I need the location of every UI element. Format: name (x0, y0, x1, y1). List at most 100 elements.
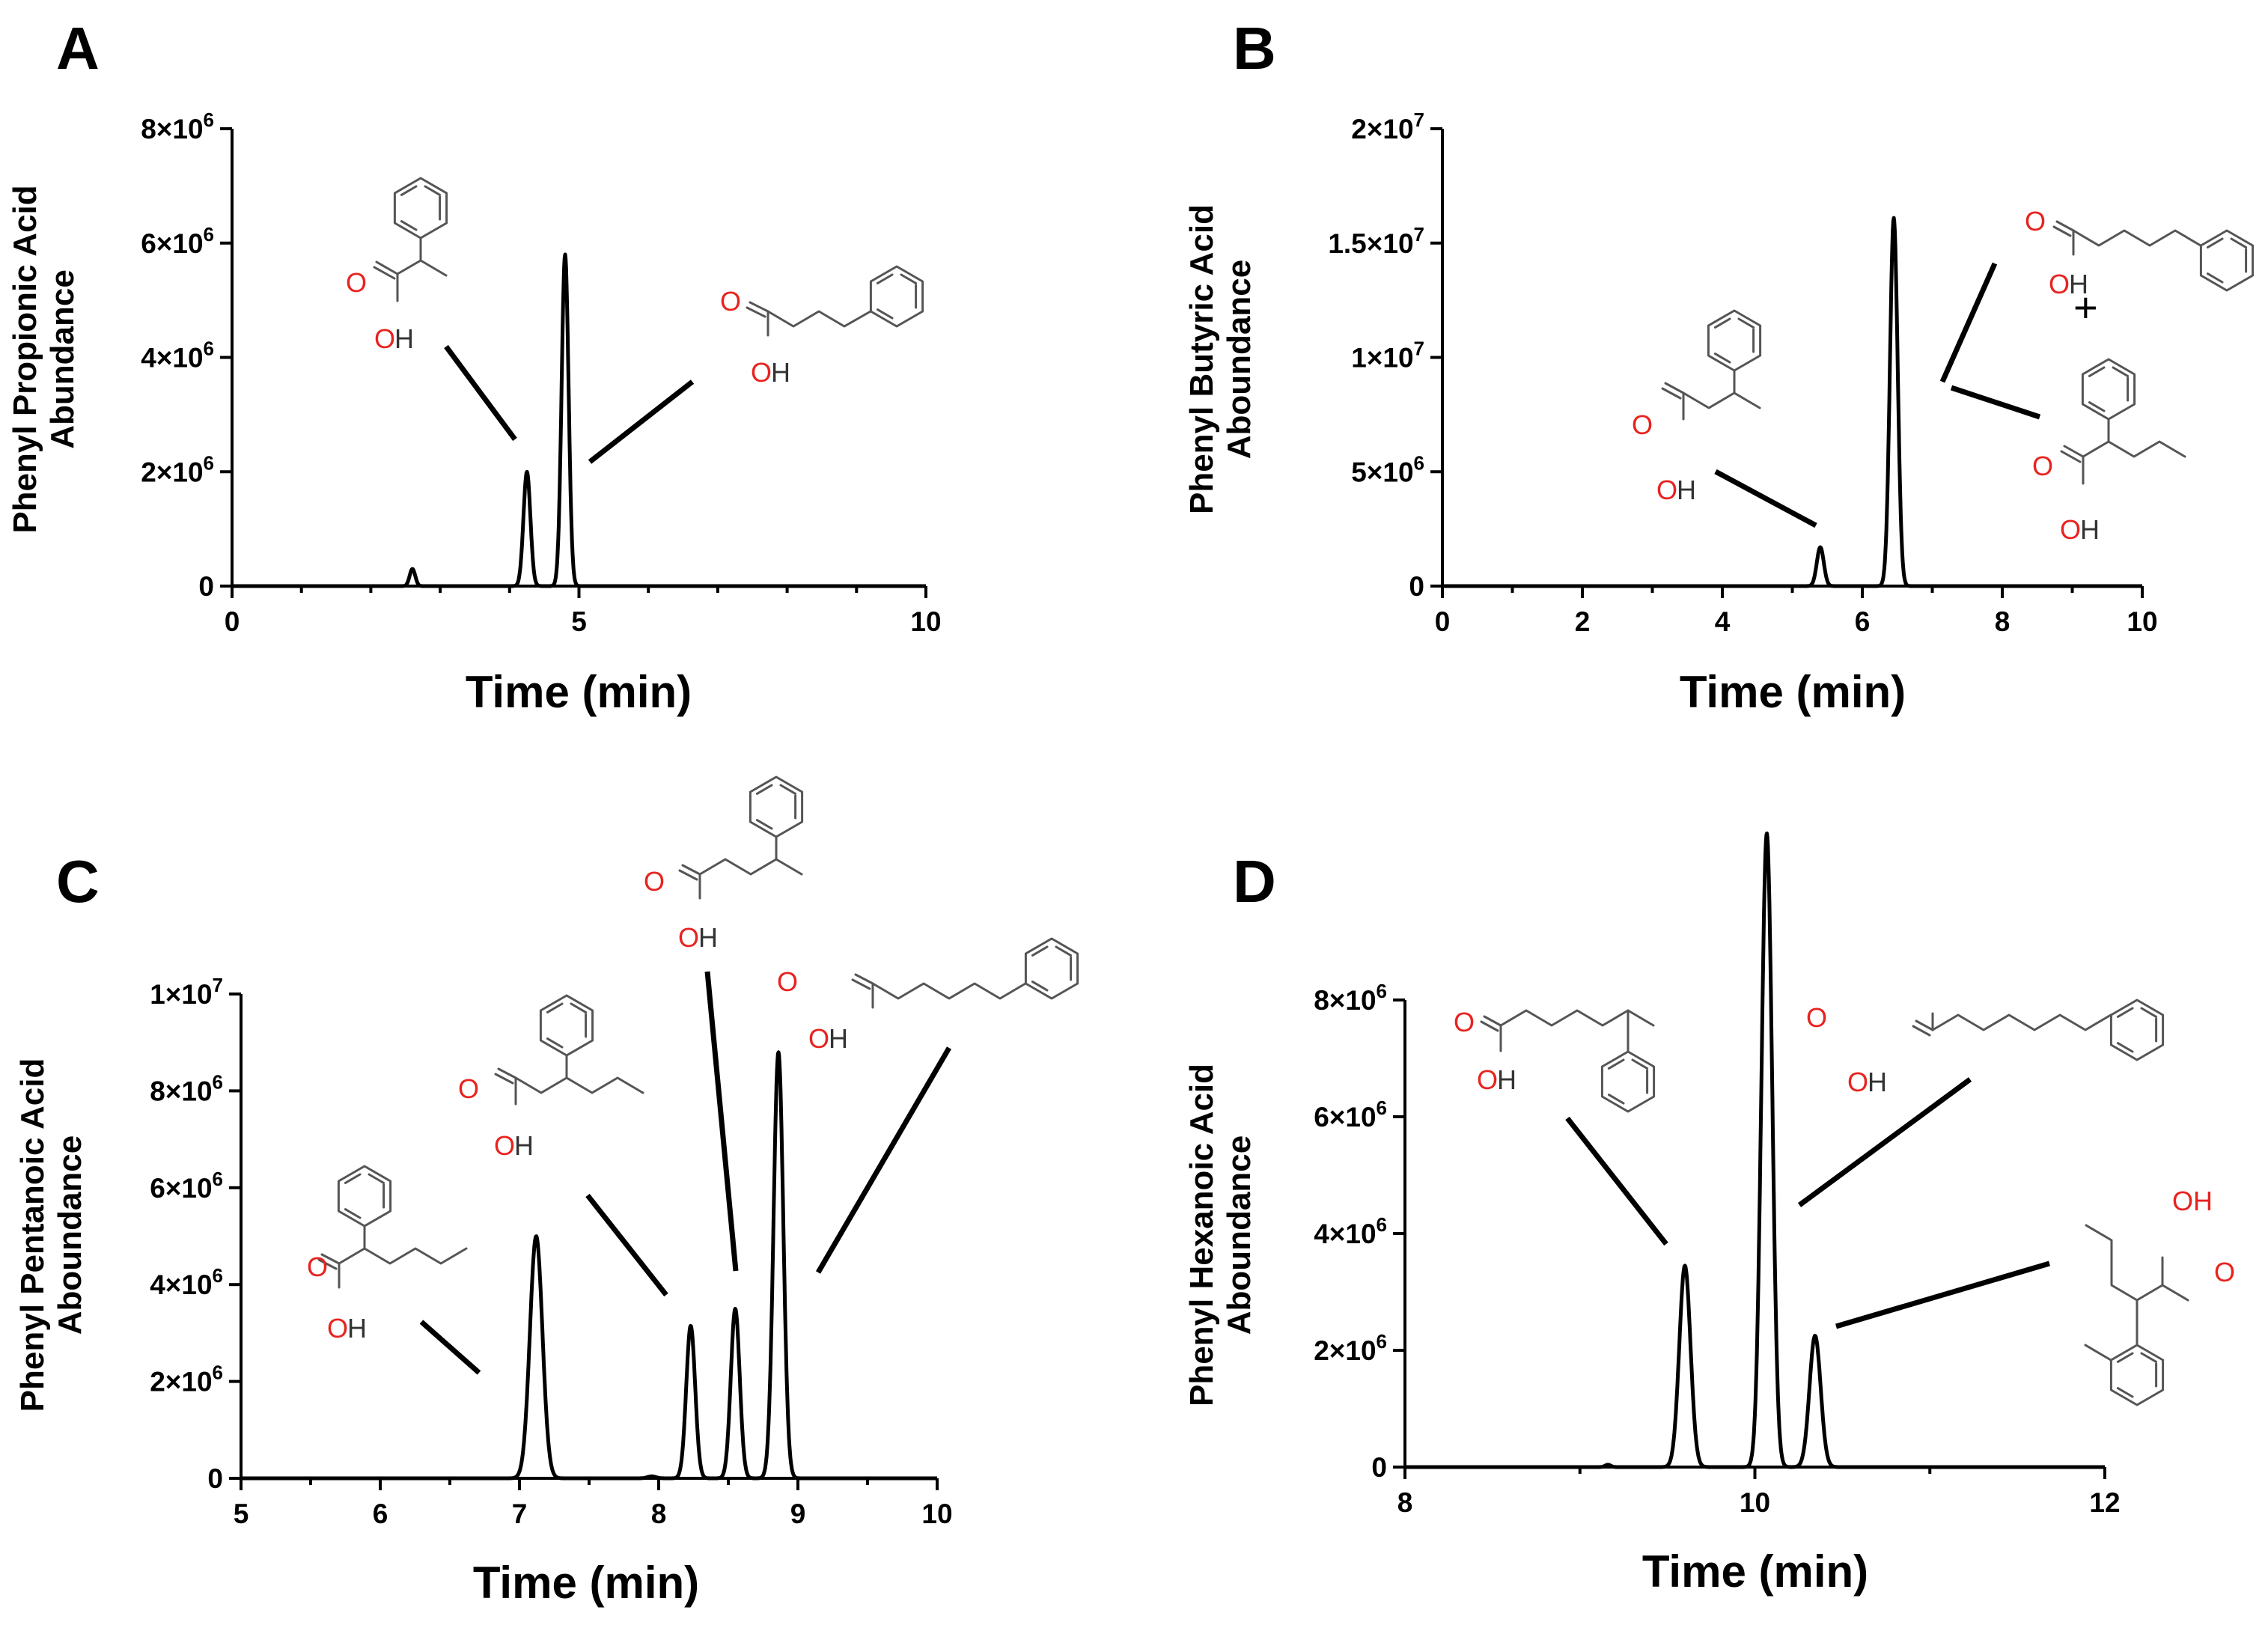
plus-sign: + (2073, 284, 2098, 331)
structure-6-phenylhexanoic-acid: O O H (1806, 999, 2165, 1097)
x-axis-title: Time (min) (473, 1558, 699, 1608)
svg-text:O: O (644, 866, 665, 897)
chromatogram-trace (1441, 216, 2144, 588)
svg-text:Phenyl Butyric Acid: Phenyl Butyric Acid (1183, 204, 1220, 514)
svg-text:O: O (2060, 514, 2081, 545)
svg-text:O: O (2032, 451, 2053, 481)
structure-5-phenylhexanoic-acid: O O H (1454, 1007, 1656, 1113)
leader-line (1797, 1077, 1972, 1207)
structure-3-phenylbutanoic-acid: O O H (1632, 309, 1762, 505)
panel-b: B Phenyl Butyric Acid Aboundance Time (m… (1183, 15, 2255, 717)
y-tick-label: 4×106 (141, 338, 214, 374)
svg-text:Phenyl Propionic Acid: Phenyl Propionic Acid (7, 185, 43, 533)
chromatogram-trace (1403, 831, 2106, 1469)
plot-area: 0 5 10 0 2×106 4×106 6×106 8×106 (141, 109, 941, 637)
chromatogram-trace (240, 1050, 939, 1481)
svg-text:Phenyl Pentanoic Acid: Phenyl Pentanoic Acid (14, 1058, 51, 1412)
y-tick-label: 0 (198, 571, 214, 602)
panel-d: D Phenyl Hexanoic Acid Aboundance Time (… (1183, 831, 2235, 1597)
x-tick-label: 6 (1855, 606, 1871, 637)
svg-text:Aboundance: Aboundance (52, 1135, 88, 1335)
svg-text:H: H (1497, 1064, 1516, 1095)
panel-letter: B (1233, 15, 1276, 82)
y-axis-title: Phenyl Pentanoic Acid Aboundance (14, 1058, 88, 1412)
svg-text:O: O (307, 1251, 328, 1282)
svg-text:H: H (394, 323, 414, 354)
x-tick-label: 8 (1397, 1487, 1413, 1518)
y-tick-label: 2×106 (150, 1362, 223, 1397)
y-tick-label: 5×106 (1351, 451, 1424, 487)
svg-text:H: H (1677, 475, 1696, 505)
svg-text:Abundance: Abundance (44, 269, 81, 449)
x-tick-label: 6 (373, 1499, 388, 1529)
panel-c: C Phenyl Pentanoic Acid Aboundance Time … (14, 775, 1079, 1608)
structure-2-phenylbutanoic-acid: O O H (2032, 358, 2186, 545)
structure-3-phenylpropanoic-acid: O O H (720, 265, 924, 388)
x-tick-label: 8 (1995, 606, 2011, 637)
svg-text:O: O (1847, 1067, 1868, 1097)
svg-text:O: O (808, 1023, 829, 1054)
chromatogram-trace (231, 252, 927, 588)
peak-apex (1767, 1118, 1770, 1121)
structure-2-phenylpropanoic-acid: O O H (346, 177, 448, 354)
y-tick-label: 8×106 (141, 109, 214, 144)
x-axis-title: Time (min) (466, 667, 692, 717)
svg-text:O: O (1806, 1002, 1827, 1033)
svg-text:Aboundance: Aboundance (1221, 1135, 1258, 1335)
svg-text:OH: OH (2172, 1186, 2213, 1216)
svg-text:H: H (771, 357, 790, 388)
x-tick-label: 7 (512, 1499, 528, 1529)
leader-line (704, 971, 739, 1272)
svg-text:O: O (2214, 1257, 2235, 1287)
svg-text:O: O (777, 966, 798, 997)
leader-line (585, 1193, 668, 1297)
y-axis-title: Phenyl Propionic Acid Abundance (7, 185, 81, 533)
x-tick-label: 0 (225, 606, 240, 637)
y-tick-label: 2×106 (1314, 1330, 1387, 1366)
structure-3-phenylpentanoic-acid: O O H (458, 994, 644, 1161)
svg-text:Phenyl Hexanoic Acid: Phenyl Hexanoic Acid (1183, 1064, 1220, 1406)
x-tick-label: 4 (1715, 606, 1731, 637)
y-tick-label: 2×106 (141, 451, 214, 487)
svg-text:H: H (698, 922, 718, 953)
y-tick-label: 8×106 (150, 1070, 223, 1106)
svg-text:O: O (1632, 409, 1653, 440)
plot-area: 8 10 12 0 2×106 4×106 6×106 8×106 (1314, 831, 2121, 1518)
y-tick-label: 6×106 (141, 223, 214, 259)
svg-text:O: O (494, 1130, 515, 1161)
panel-letter: D (1233, 848, 1276, 915)
x-tick-label: 10 (2127, 606, 2157, 637)
svg-text:H: H (1868, 1067, 1887, 1097)
panel-letter: A (56, 15, 100, 82)
y-tick-label: 6×106 (150, 1168, 223, 1204)
svg-text:O: O (327, 1313, 348, 1344)
leader-line (588, 379, 695, 464)
leader-line (815, 1046, 952, 1274)
svg-text:H: H (2069, 269, 2088, 299)
structure-5-phenylpentanoic-acid: O O H (777, 937, 1079, 1054)
x-tick-label: 10 (910, 606, 941, 637)
leader-line (1565, 1116, 1668, 1246)
x-axis-title: Time (min) (1642, 1546, 1868, 1597)
svg-text:O: O (678, 922, 699, 953)
x-tick-label: 0 (1435, 606, 1451, 637)
x-tick-label: 5 (571, 606, 587, 637)
y-tick-label: 8×106 (1314, 980, 1387, 1016)
leader-line (1835, 1260, 2050, 1329)
plot-area: 5 6 7 8 9 10 0 2×106 4×106 6×106 8×106 1×107 (150, 974, 952, 1529)
y-tick-label: 1.5×107 (1328, 223, 1424, 259)
svg-text:O: O (458, 1073, 479, 1104)
x-tick-label: 10 (921, 1499, 952, 1529)
x-tick-label: 5 (234, 1499, 249, 1529)
y-tick-label: 4×106 (1314, 1213, 1387, 1249)
panel-letter: C (56, 848, 100, 915)
x-axis-title: Time (min) (1680, 667, 1906, 717)
svg-text:O: O (2049, 269, 2070, 299)
structure-4-phenylbutanoic-acid: O O H (2025, 206, 2255, 299)
y-tick-label: 1×107 (1351, 338, 1424, 374)
leader-line (444, 344, 517, 442)
leader-line (1939, 262, 1998, 383)
svg-text:O: O (1477, 1064, 1498, 1095)
hydroxyl-label: O (374, 323, 395, 354)
